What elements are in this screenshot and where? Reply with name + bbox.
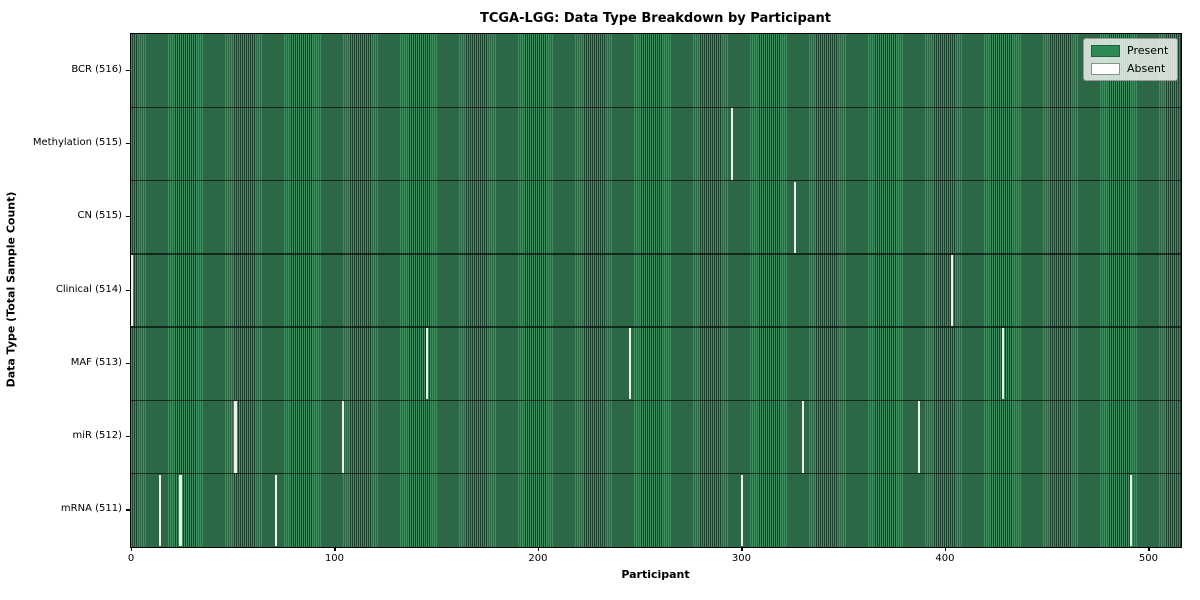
row-separator: [131, 253, 1181, 255]
legend: Present Absent: [1083, 38, 1179, 81]
absent-gap: [741, 474, 744, 546]
x-tick-mark: [1148, 547, 1150, 551]
absent-gap: [918, 401, 921, 473]
y-tick-label-clinical: Clinical (514): [55, 283, 122, 295]
row-separator: [131, 179, 1181, 182]
legend-label: Present: [1127, 44, 1169, 57]
chart-title: TCGA-LGG: Data Type Breakdown by Partici…: [479, 11, 832, 26]
y-tick-label-mrna: mRNA (511): [60, 503, 122, 515]
absent-gap: [234, 401, 237, 473]
y-tick-mark: [126, 362, 131, 364]
datatype-row-clinical: [131, 253, 1181, 328]
y-tick-label-maf: MAF (513): [70, 356, 122, 368]
absent-gap: [275, 474, 278, 546]
y-tick-mark: [126, 216, 131, 218]
datatype-row-mrna: [131, 473, 1181, 547]
datatype-row-cn: [131, 180, 1181, 254]
x-tick-label: 300: [731, 553, 751, 564]
y-tick-mark: [126, 142, 131, 145]
x-tick-mark: [944, 547, 947, 551]
row-separator: [131, 326, 1181, 328]
row-separator: [131, 106, 1181, 108]
plot-area: [130, 33, 1182, 548]
x-tick-label: 0: [127, 553, 135, 564]
absent-gap: [629, 328, 632, 400]
x-axis-label: Participant: [621, 568, 690, 581]
legend-entry-present: Present: [1091, 44, 1168, 57]
datatype-row-bcr: [131, 34, 1181, 108]
x-tick-mark: [537, 547, 540, 551]
y-tick-label-cn: CN (515): [77, 210, 122, 222]
x-tick-label: 400: [935, 553, 955, 564]
y-tick-label-methylation: Methylation (515): [32, 136, 122, 148]
datatype-row-maf: [131, 327, 1181, 401]
x-tick-mark: [741, 547, 743, 551]
y-tick-label-mir: miR (512): [72, 430, 122, 442]
x-tick-label: 500: [1138, 553, 1158, 564]
x-tick-mark: [334, 547, 336, 551]
row-separator: [131, 473, 1181, 475]
y-tick-mark: [126, 509, 131, 511]
datatype-row-methylation: [131, 107, 1181, 181]
absent-gap: [159, 474, 162, 546]
absent-gap: [1129, 474, 1132, 546]
absent-gap: [802, 401, 805, 473]
absent-gap: [425, 328, 428, 400]
x-tick-label: 200: [528, 553, 548, 564]
legend-entry-absent: Absent: [1091, 62, 1168, 75]
absent-gap: [793, 181, 797, 253]
y-tick-mark: [126, 69, 131, 71]
legend-swatch-present: [1091, 44, 1120, 57]
absent-gap: [730, 108, 734, 180]
absent-gap: [342, 401, 345, 473]
x-tick-mark: [131, 547, 133, 551]
absent-gap: [179, 474, 182, 546]
y-tick-mark: [126, 436, 131, 438]
legend-swatch-absent: [1091, 62, 1120, 75]
legend-label: Absent: [1127, 62, 1166, 75]
absent-gap: [950, 254, 953, 327]
absent-gap: [131, 254, 134, 327]
datatype-row-mir: [131, 400, 1181, 474]
y-tick-label-bcr: BCR (516): [71, 63, 122, 75]
x-tick-label: 100: [324, 553, 345, 564]
y-tick-mark: [126, 289, 131, 291]
row-separator: [131, 399, 1181, 402]
absent-gap: [1001, 328, 1004, 400]
